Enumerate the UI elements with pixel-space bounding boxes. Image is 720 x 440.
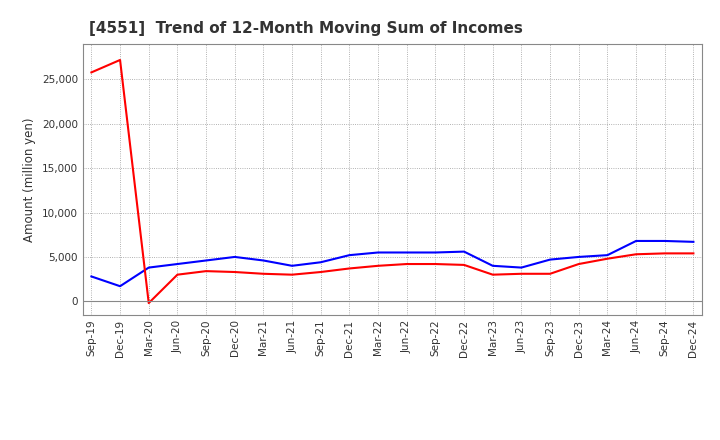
Ordinary Income xyxy=(173,261,181,267)
Net Income xyxy=(402,261,411,267)
Ordinary Income xyxy=(546,257,554,262)
Net Income xyxy=(517,271,526,276)
Net Income xyxy=(603,256,612,261)
Net Income xyxy=(689,251,698,256)
Ordinary Income xyxy=(517,265,526,270)
Net Income xyxy=(460,262,469,268)
Ordinary Income xyxy=(575,254,583,260)
Net Income xyxy=(145,301,153,306)
Ordinary Income xyxy=(316,260,325,265)
Net Income xyxy=(116,57,125,62)
Ordinary Income xyxy=(202,258,210,263)
Ordinary Income xyxy=(488,263,497,268)
Ordinary Income xyxy=(631,238,640,244)
Net Income xyxy=(660,251,669,256)
Net Income xyxy=(431,261,440,267)
Net Income xyxy=(173,272,181,277)
Ordinary Income xyxy=(603,253,612,258)
Net Income xyxy=(546,271,554,276)
Ordinary Income xyxy=(87,274,96,279)
Line: Net Income: Net Income xyxy=(91,60,693,303)
Ordinary Income xyxy=(259,258,268,263)
Net Income xyxy=(345,266,354,271)
Ordinary Income xyxy=(145,265,153,270)
Ordinary Income xyxy=(460,249,469,254)
Ordinary Income xyxy=(288,263,297,268)
Net Income xyxy=(316,269,325,275)
Net Income xyxy=(288,272,297,277)
Ordinary Income xyxy=(345,253,354,258)
Net Income xyxy=(488,272,497,277)
Ordinary Income xyxy=(374,250,382,255)
Ordinary Income xyxy=(116,283,125,289)
Net Income xyxy=(202,268,210,274)
Net Income xyxy=(575,261,583,267)
Text: [4551]  Trend of 12-Month Moving Sum of Incomes: [4551] Trend of 12-Month Moving Sum of I… xyxy=(89,21,523,36)
Y-axis label: Amount (million yen): Amount (million yen) xyxy=(23,117,36,242)
Net Income xyxy=(631,252,640,257)
Net Income xyxy=(374,263,382,268)
Ordinary Income xyxy=(689,239,698,245)
Ordinary Income xyxy=(402,250,411,255)
Net Income xyxy=(259,271,268,276)
Net Income xyxy=(87,70,96,75)
Line: Ordinary Income: Ordinary Income xyxy=(91,241,693,286)
Ordinary Income xyxy=(230,254,239,260)
Ordinary Income xyxy=(660,238,669,244)
Net Income xyxy=(230,269,239,275)
Ordinary Income xyxy=(431,250,440,255)
